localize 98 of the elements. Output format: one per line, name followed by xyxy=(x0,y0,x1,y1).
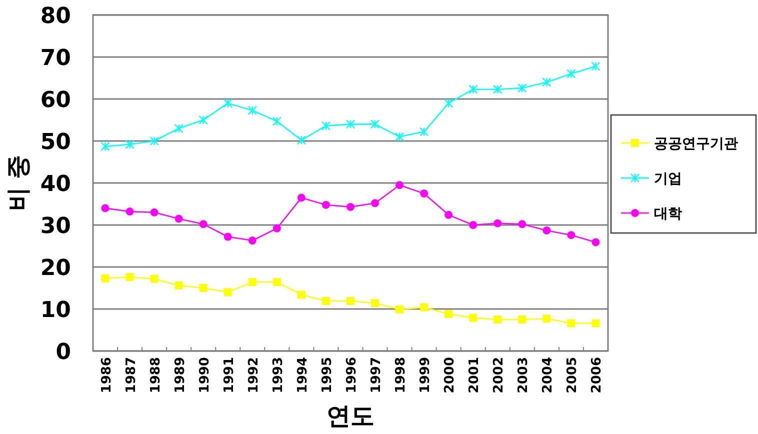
point xyxy=(150,136,159,146)
point xyxy=(420,190,428,198)
point xyxy=(592,319,600,328)
point xyxy=(444,310,453,318)
point xyxy=(223,98,232,108)
point xyxy=(493,84,502,94)
x-tick-label: 2002 xyxy=(492,357,507,394)
point xyxy=(518,220,526,228)
point xyxy=(396,181,404,190)
point xyxy=(199,284,208,292)
x-tick-label: 1995 xyxy=(320,357,335,394)
point xyxy=(150,274,158,283)
y-tick-label: 80 xyxy=(40,4,71,29)
point xyxy=(198,115,208,125)
x-tick-label: 1993 xyxy=(270,357,286,394)
point xyxy=(370,120,380,129)
point xyxy=(396,305,404,314)
x-tick-label: 2001 xyxy=(467,357,482,394)
y-axis-title: 비 중 xyxy=(4,154,32,212)
point xyxy=(444,210,453,219)
y-tick-label: 0 xyxy=(56,340,71,365)
point xyxy=(444,98,454,108)
x-tick-label: 1991 xyxy=(222,357,237,394)
point xyxy=(174,214,183,223)
y-tick-label: 30 xyxy=(40,214,71,239)
y-tick-label: 50 xyxy=(40,130,71,155)
point xyxy=(297,194,306,202)
x-tick-label: 1997 xyxy=(369,357,384,394)
point xyxy=(224,232,232,241)
point xyxy=(272,116,282,126)
point xyxy=(248,278,256,286)
point xyxy=(542,78,552,87)
x-tick-label: 1994 xyxy=(295,357,310,394)
point xyxy=(174,124,184,133)
point xyxy=(248,236,256,245)
point xyxy=(371,199,380,208)
legend-label: 대학 xyxy=(654,206,682,222)
point xyxy=(346,297,354,306)
x-tick-label: 1987 xyxy=(124,357,139,394)
point xyxy=(346,120,356,129)
point xyxy=(296,136,306,145)
x-tick-label: 1998 xyxy=(394,357,409,394)
point xyxy=(468,84,478,94)
point xyxy=(371,299,380,308)
point xyxy=(322,297,330,306)
x-tick-label: 1990 xyxy=(197,357,212,394)
point xyxy=(126,273,134,282)
point xyxy=(321,121,331,130)
point xyxy=(297,290,306,299)
point xyxy=(174,281,183,290)
x-axis-title: 연도 xyxy=(326,402,374,430)
point xyxy=(322,200,330,209)
legend-label: 기업 xyxy=(654,171,682,187)
point xyxy=(100,142,110,152)
x-tick-label: 2000 xyxy=(442,357,458,394)
point xyxy=(419,127,429,136)
x-tick-label: 1999 xyxy=(418,357,434,394)
point xyxy=(542,314,551,323)
point xyxy=(101,204,110,212)
x-tick-label: 2005 xyxy=(565,357,580,394)
point xyxy=(248,106,258,115)
point xyxy=(566,69,576,78)
x-tick-label: 2006 xyxy=(590,357,605,394)
point xyxy=(567,231,576,240)
point xyxy=(101,274,110,282)
point xyxy=(125,140,134,149)
y-tick-label: 60 xyxy=(40,88,71,113)
x-tick-label: 2004 xyxy=(540,357,556,394)
point xyxy=(224,288,232,296)
point xyxy=(494,316,502,324)
point xyxy=(199,220,208,228)
y-tick-label: 20 xyxy=(40,256,71,281)
point xyxy=(126,208,134,216)
legend-label: 공공연구기관 xyxy=(654,136,738,152)
point xyxy=(518,316,526,324)
x-tick-label: 1989 xyxy=(172,357,188,394)
point xyxy=(272,278,281,286)
x-tick-label: 1996 xyxy=(344,357,360,394)
point xyxy=(542,226,551,234)
x-tick-label: 2003 xyxy=(516,357,532,394)
point xyxy=(591,62,600,71)
x-tick-label: 1992 xyxy=(246,357,262,394)
point xyxy=(567,319,576,328)
y-tick-label: 70 xyxy=(40,46,71,71)
point xyxy=(592,238,600,246)
x-tick-label: 1986 xyxy=(99,357,114,394)
point xyxy=(494,219,502,228)
point xyxy=(150,208,158,216)
point xyxy=(272,224,281,232)
point xyxy=(518,83,527,93)
point xyxy=(420,303,428,312)
x-tick-label: 1988 xyxy=(148,357,164,394)
point xyxy=(469,221,478,229)
point xyxy=(394,132,404,142)
point xyxy=(346,202,354,211)
point xyxy=(469,314,478,322)
y-tick-label: 10 xyxy=(40,298,71,323)
y-tick-label: 40 xyxy=(40,172,71,197)
